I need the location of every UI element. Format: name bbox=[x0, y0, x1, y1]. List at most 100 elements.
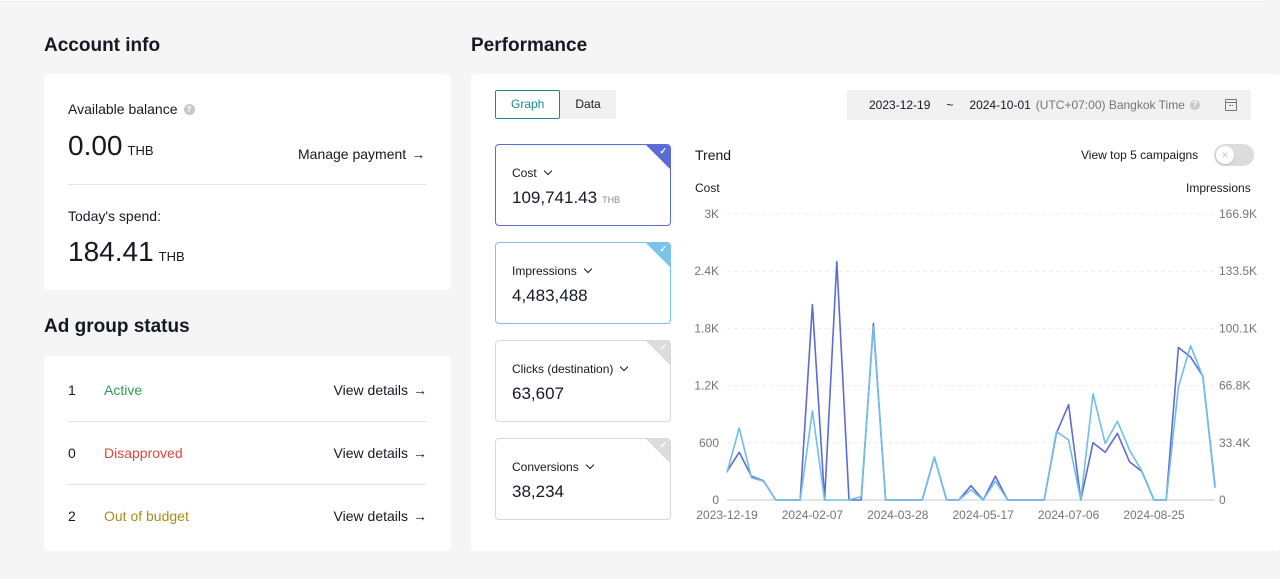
calendar-icon bbox=[1225, 99, 1237, 111]
metric-currency: THB bbox=[602, 195, 621, 205]
x-tick-label: 2023-12-19 bbox=[696, 508, 758, 522]
spend-currency: THB bbox=[158, 249, 185, 264]
help-icon[interactable]: ? bbox=[183, 103, 195, 115]
metric-value-text: 109,741.43 bbox=[512, 188, 598, 207]
y-axis-left-label: Cost bbox=[695, 181, 720, 195]
status-count: 2 bbox=[68, 507, 76, 524]
metric-value: 4,483,488 bbox=[512, 286, 588, 306]
check-icon: ✓ bbox=[659, 440, 667, 450]
status-label: Active bbox=[104, 381, 143, 398]
tab-data[interactable]: Data bbox=[575, 97, 601, 111]
available-balance-value: 0.00 THB bbox=[68, 130, 154, 162]
top-strip bbox=[0, 0, 1264, 2]
y-tick-label: 1.2K bbox=[694, 379, 719, 393]
unselected-corner bbox=[646, 439, 670, 463]
available-balance-label: Available balance ? bbox=[68, 101, 195, 117]
metric-label: Impressions bbox=[512, 264, 592, 278]
arrow-right-icon: → bbox=[413, 507, 427, 524]
metric-label: Conversions bbox=[512, 460, 594, 474]
y-tick-label-right: 33.4K bbox=[1219, 436, 1250, 450]
top-campaigns-toggle[interactable]: ✕ bbox=[1214, 144, 1254, 166]
y-tick-label-right: 100.1K bbox=[1219, 321, 1257, 335]
tab-graph[interactable]: Graph bbox=[495, 90, 561, 119]
status-label: Out of budget bbox=[104, 507, 189, 524]
metric-label-text: Impressions bbox=[512, 264, 577, 278]
view-details-link[interactable]: View details → bbox=[334, 445, 427, 461]
metric-value: 109,741.43 THB bbox=[512, 188, 620, 208]
check-icon: ✓ bbox=[659, 146, 667, 156]
timezone-label: (UTC+07:00) Bangkok Time bbox=[1035, 98, 1185, 112]
chevron-down-icon bbox=[620, 362, 629, 372]
arrow-right-icon: → bbox=[411, 146, 426, 162]
available-balance-text: Available balance bbox=[68, 101, 178, 117]
metric-value-text: 4,483,488 bbox=[512, 286, 588, 305]
date-start: 2023-12-19 bbox=[869, 98, 931, 112]
check-icon: ✓ bbox=[659, 244, 667, 254]
account-info-card: Available balance ? 0.00 THB Manage paym… bbox=[44, 74, 451, 290]
selected-corner bbox=[646, 145, 670, 169]
x-tick-label: 2024-05-17 bbox=[953, 508, 1015, 522]
status-count: 0 bbox=[68, 444, 76, 461]
y-tick-label: 600 bbox=[699, 436, 719, 450]
series-line-impressions bbox=[726, 326, 1216, 501]
close-icon: ✕ bbox=[1216, 146, 1234, 164]
metric-label-text: Cost bbox=[512, 166, 537, 180]
view-details-text: View details bbox=[333, 381, 408, 398]
ad-group-status-card: 1 Active View details → 0 Disapproved Vi… bbox=[44, 356, 451, 551]
y-tick-label: 2.4K bbox=[694, 264, 719, 278]
trend-chart: 0 0 600 33.4K 1.2K 66.8K 1.8K 100.1K 2.4K 133.5K 3… bbox=[694, 207, 1257, 522]
arrow-right-icon: → bbox=[413, 444, 427, 461]
y-tick-label-right: 66.8K bbox=[1219, 379, 1250, 393]
spend-amount: 184.41 bbox=[68, 236, 154, 267]
view-toggle: Graph Data bbox=[495, 90, 616, 119]
x-tick-label: 2024-07-06 bbox=[1038, 508, 1100, 522]
y-tick-label-right: 133.5K bbox=[1219, 264, 1257, 278]
metric-label-text: Conversions bbox=[512, 460, 579, 474]
status-count: 1 bbox=[68, 381, 76, 398]
x-tick-label: 2024-08-25 bbox=[1123, 508, 1185, 522]
trend-title: Trend bbox=[695, 147, 732, 163]
status-row-disapproved: 0 Disapproved View details → bbox=[68, 421, 427, 484]
divider bbox=[68, 484, 427, 485]
view-details-text: View details bbox=[333, 507, 408, 524]
y-tick-label-right: 166.9K bbox=[1219, 207, 1257, 221]
y-axis-right-label: Impressions bbox=[1186, 181, 1251, 195]
metric-label: Clicks (destination) bbox=[512, 362, 629, 376]
chevron-down-icon bbox=[583, 264, 592, 274]
metric-card-cost[interactable]: Cost 109,741.43 THB ✓ bbox=[495, 144, 671, 226]
chevron-down-icon bbox=[543, 166, 552, 176]
balance-currency: THB bbox=[127, 143, 154, 158]
chevron-down-icon bbox=[585, 460, 594, 470]
manage-payment-link[interactable]: Manage payment → bbox=[298, 146, 425, 162]
unselected-corner bbox=[646, 341, 670, 365]
ad-group-status-title: Ad group status bbox=[44, 316, 190, 337]
metric-value: 63,607 bbox=[512, 384, 564, 404]
metric-card-conversions[interactable]: Conversions 38,234 ✓ bbox=[495, 438, 671, 520]
divider bbox=[68, 184, 427, 185]
y-tick-label: 1.8K bbox=[694, 321, 719, 335]
help-icon[interactable]: ? bbox=[1189, 100, 1200, 110]
balance-amount: 0.00 bbox=[68, 130, 123, 161]
metric-card-clicks[interactable]: Clicks (destination) 63,607 ✓ bbox=[495, 340, 671, 422]
view-details-link[interactable]: View details → bbox=[334, 382, 427, 398]
todays-spend-label: Today's spend: bbox=[68, 208, 161, 224]
performance-card: Graph Data 2023-12-19 ~ 2024-10-01 (UTC+… bbox=[471, 74, 1280, 551]
metric-card-impressions[interactable]: Impressions 4,483,488 ✓ bbox=[495, 242, 671, 324]
manage-payment-text: Manage payment bbox=[298, 146, 407, 162]
performance-title: Performance bbox=[471, 35, 588, 56]
metric-value-text: 63,607 bbox=[512, 384, 564, 403]
divider bbox=[68, 421, 427, 422]
date-separator: ~ bbox=[946, 98, 954, 112]
top-campaigns-label: View top 5 campaigns bbox=[1081, 148, 1199, 162]
date-range-picker[interactable]: 2023-12-19 ~ 2024-10-01 (UTC+07:00) Bang… bbox=[847, 90, 1251, 120]
todays-spend-value: 184.41 THB bbox=[68, 236, 185, 268]
metric-value: 38,234 bbox=[512, 482, 564, 502]
status-row-out-of-budget: 2 Out of budget View details → bbox=[68, 484, 427, 547]
x-tick-label: 2024-02-07 bbox=[782, 508, 844, 522]
account-info-title: Account info bbox=[44, 35, 161, 56]
metric-label: Cost bbox=[512, 166, 552, 180]
view-details-text: View details bbox=[333, 444, 408, 461]
y-tick-label: 0 bbox=[712, 493, 719, 507]
status-row-active: 1 Active View details → bbox=[68, 358, 427, 421]
view-details-link[interactable]: View details → bbox=[334, 508, 427, 524]
